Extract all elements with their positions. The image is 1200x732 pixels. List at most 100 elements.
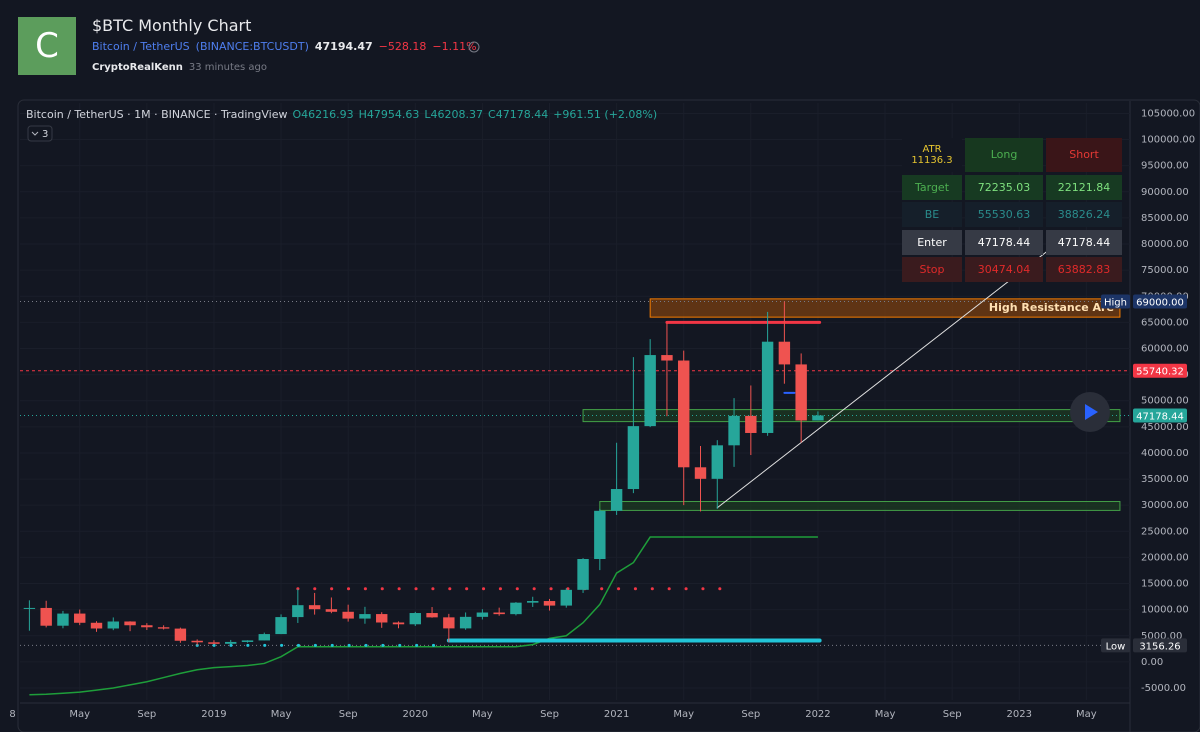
candle-body <box>594 510 606 560</box>
chart-legend: Bitcoin / TetherUS · 1M · BINANCE · Trad… <box>26 108 657 121</box>
candle-body <box>527 601 539 603</box>
price-tag: High <box>1104 297 1127 308</box>
candle-body <box>577 559 589 590</box>
candle-body <box>107 621 119 629</box>
chevron-icon <box>31 131 39 136</box>
candle-body <box>510 602 522 615</box>
y-tick-label: 40000.00 <box>1141 448 1189 459</box>
candle-body <box>376 614 388 623</box>
table-value: 38826.24 <box>1058 208 1111 221</box>
legend-ohlc-item: +961.51 (+2.08%) <box>553 108 658 121</box>
change-pct: −1.11% <box>432 40 477 53</box>
y-tick-label: 15000.00 <box>1141 579 1189 590</box>
candle-body <box>241 640 254 642</box>
indicator-count: 3 <box>42 129 48 140</box>
row-label: Enter <box>917 236 947 249</box>
candle-body <box>560 589 572 606</box>
table-cell <box>1046 230 1122 255</box>
symbol-code[interactable]: (BINANCE:BTCUSDT) <box>195 40 309 53</box>
y-tick-label: 25000.00 <box>1141 526 1189 537</box>
candle-body <box>90 622 103 629</box>
y-tick-label: 0.00 <box>1141 657 1163 668</box>
y-tick-label: 20000.00 <box>1141 552 1189 563</box>
x-tick-label: Sep <box>943 709 962 720</box>
clock-icon <box>468 41 480 53</box>
price-label-bg <box>1133 638 1187 653</box>
x-tick-label: May <box>875 709 896 720</box>
candle-body <box>644 355 656 427</box>
x-tick-label: 2020 <box>403 709 428 720</box>
trend-line <box>716 245 1056 509</box>
x-tick-label: May <box>472 709 493 720</box>
x-tick-label: May <box>673 709 694 720</box>
price-label: 3156.26 <box>1139 641 1180 652</box>
candle-body <box>292 605 304 618</box>
y-tick-label: 80000.00 <box>1141 239 1189 250</box>
x-tick-label: Sep <box>339 709 358 720</box>
change: −528.18 <box>378 40 427 53</box>
candle-body <box>392 622 405 625</box>
candle-body <box>409 613 421 625</box>
table-value: 63882.83 <box>1058 263 1111 276</box>
table-cell <box>1046 202 1122 227</box>
table-cell <box>902 257 962 282</box>
candle-body <box>610 489 623 511</box>
candle-body <box>74 613 86 623</box>
candle-body <box>225 641 237 644</box>
symbol-row: Bitcoin / TetherUS (BINANCE:BTCUSDT) 471… <box>92 40 477 53</box>
symbol-name[interactable]: Bitcoin / TetherUS <box>92 40 190 53</box>
y-tick-label: 45000.00 <box>1141 422 1189 433</box>
table-value: 47178.44 <box>978 236 1031 249</box>
price-tag-bg <box>1101 638 1130 653</box>
candle-body <box>359 614 371 619</box>
candle-body <box>543 601 556 606</box>
author[interactable]: CryptoRealKenn <box>92 62 183 73</box>
legend-ohlc: O46216.93 H47954.63 L46208.37 C47178.44 +961… <box>292 108 657 121</box>
y-tick-label: 75000.00 <box>1141 265 1189 276</box>
candle-body <box>342 611 354 619</box>
table-value: 55530.63 <box>978 208 1031 221</box>
candle-body <box>627 426 640 490</box>
table-cell <box>965 230 1043 255</box>
zone <box>599 501 1121 511</box>
candle-body <box>694 467 707 479</box>
candle-body <box>275 617 287 635</box>
x-tick-label: May <box>1076 709 1097 720</box>
table-cell <box>965 202 1043 227</box>
candle-body <box>745 415 757 433</box>
candle-body <box>459 616 472 629</box>
y-tick-label: 100000.00 <box>1141 135 1195 146</box>
author-row: CryptoRealKenn 33 minutes ago <box>92 62 267 73</box>
x-tick-label: May <box>69 709 90 720</box>
indicator-toggle[interactable] <box>27 125 53 142</box>
price-tag: Low <box>1106 641 1126 652</box>
x-tick-label: Sep <box>741 709 760 720</box>
candle-body <box>308 605 321 610</box>
legend-ohlc-item: L46208.37 <box>424 108 484 121</box>
candle-body <box>57 613 69 626</box>
table-cell <box>902 175 962 200</box>
table-cell <box>902 230 962 255</box>
y-tick-label: 5000.00 <box>1141 631 1182 642</box>
candle-body <box>661 355 673 361</box>
table-value: 30474.04 <box>978 263 1031 276</box>
price-label: 55740.32 <box>1136 367 1184 378</box>
y-tick-label: 95000.00 <box>1141 161 1189 172</box>
title: $BTC Monthly Chart <box>92 16 252 35</box>
y-tick-label: 105000.00 <box>1141 108 1195 119</box>
candle-body <box>40 607 52 626</box>
table-cell <box>1046 257 1122 282</box>
x-tick-label: 2019 <box>201 709 226 720</box>
candle-body <box>678 360 690 468</box>
price-label-bg <box>1133 363 1187 378</box>
x-tick-label: 8 <box>9 709 15 720</box>
play-icon <box>1085 404 1098 420</box>
time: 33 minutes ago <box>188 62 268 73</box>
logo[interactable]: C <box>18 17 76 75</box>
table-cell <box>902 202 962 227</box>
candle-body <box>795 364 807 421</box>
y-tick-label: 35000.00 <box>1141 474 1189 485</box>
column-header: Short <box>1069 148 1099 161</box>
